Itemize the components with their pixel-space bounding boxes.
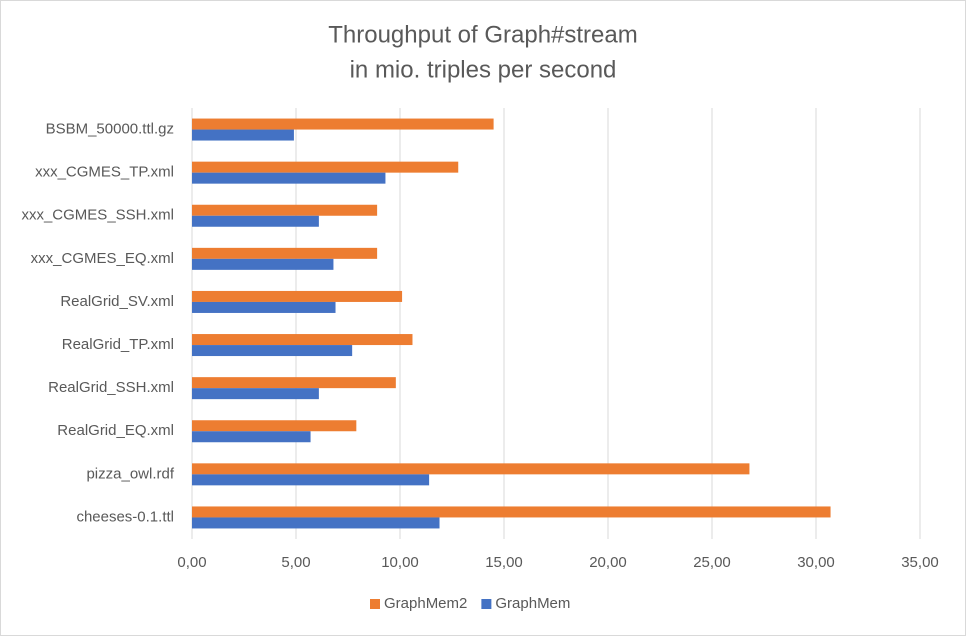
bar: [192, 506, 831, 518]
bar: [192, 161, 459, 173]
legend-swatch: [481, 599, 492, 609]
bar: [192, 172, 386, 184]
chart-title: Throughput of Graph#stream: [328, 21, 638, 48]
bar: [192, 345, 353, 357]
chart-subtitle: in mio. triples per second: [350, 56, 617, 83]
x-tick-label: 10,00: [381, 554, 419, 571]
x-tick-label: 5,00: [281, 554, 310, 571]
bar: [192, 334, 413, 346]
bar: [192, 463, 750, 475]
x-tick-label: 15,00: [485, 554, 523, 571]
y-tick-label: cheeses-0.1.ttl: [76, 508, 174, 525]
bar: [192, 204, 378, 216]
x-tick-label: 25,00: [693, 554, 731, 571]
y-tick-label: BSBM_50000.ttl.gz: [46, 121, 174, 138]
bar: [192, 377, 396, 389]
bar: [192, 290, 403, 302]
bar: [192, 517, 440, 529]
y-tick-label: xxx_CGMES_TP.xml: [35, 164, 174, 181]
bar: [192, 129, 294, 141]
bar: [192, 247, 378, 259]
bar: [192, 215, 319, 227]
bar: [192, 420, 357, 432]
legend-label: GraphMem: [495, 595, 570, 612]
bar: [192, 431, 311, 443]
x-tick-label: 20,00: [589, 554, 627, 571]
y-tick-label: RealGrid_SSH.xml: [48, 379, 174, 396]
y-tick-label: xxx_CGMES_EQ.xml: [31, 250, 174, 267]
y-tick-label: RealGrid_EQ.xml: [57, 422, 174, 439]
y-tick-label: xxx_CGMES_SSH.xml: [21, 207, 174, 224]
y-tick-label: RealGrid_SV.xml: [60, 293, 174, 310]
y-tick-label: RealGrid_TP.xml: [62, 336, 174, 353]
x-tick-label: 35,00: [901, 554, 939, 571]
x-tick-label: 30,00: [797, 554, 835, 571]
bar: [192, 301, 336, 313]
bar: [192, 474, 430, 486]
x-tick-label: 0,00: [177, 554, 206, 571]
bar: [192, 388, 319, 400]
legend-swatch: [370, 599, 380, 609]
legend-label: GraphMem2: [384, 595, 467, 612]
y-tick-label: pizza_owl.rdf: [86, 465, 174, 482]
bar: [192, 118, 494, 130]
bar: [192, 258, 334, 270]
